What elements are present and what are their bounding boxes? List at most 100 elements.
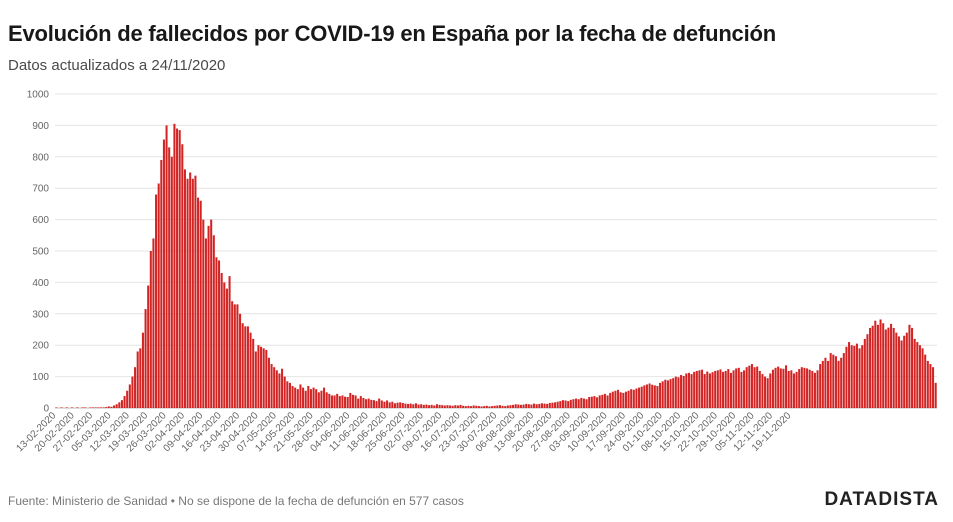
bar [569, 399, 572, 408]
bar [464, 406, 467, 408]
bar [601, 394, 604, 408]
bar [808, 369, 811, 408]
bar [632, 389, 635, 408]
bar [84, 407, 87, 408]
bar [412, 404, 415, 408]
bar [866, 334, 869, 408]
bar [194, 175, 197, 408]
bar [630, 389, 633, 408]
bar [102, 407, 105, 408]
bar [750, 364, 753, 408]
bar [338, 396, 341, 408]
bar [336, 393, 339, 408]
bar [695, 370, 698, 408]
bar [858, 348, 861, 408]
bar [110, 406, 113, 408]
bar [756, 366, 759, 408]
y-tick-label: 300 [32, 309, 49, 320]
bar [706, 371, 709, 408]
y-tick-label: 900 [32, 121, 49, 132]
bar [932, 367, 935, 408]
bar [593, 396, 596, 408]
bar [333, 395, 336, 408]
bar [845, 346, 848, 408]
bar [71, 407, 74, 408]
bar [94, 407, 97, 408]
x-axis: 13-02-202020-02-202027-02-202005-03-2020… [14, 410, 793, 454]
bar [55, 407, 58, 408]
bar [162, 139, 165, 408]
bar [918, 345, 921, 408]
bar [433, 405, 436, 408]
bar [354, 395, 357, 408]
bar [512, 404, 515, 408]
bar [666, 380, 669, 408]
bar [622, 392, 625, 408]
bar [606, 395, 609, 408]
bar [911, 327, 914, 408]
bar [254, 351, 257, 408]
bar [819, 364, 822, 408]
bar [543, 403, 546, 408]
bar [887, 327, 890, 408]
bar [582, 398, 585, 408]
bar [207, 225, 210, 408]
bar [218, 260, 221, 408]
bar [659, 382, 662, 408]
bar [262, 348, 265, 408]
bar [596, 397, 599, 408]
bar [225, 288, 228, 408]
bar [425, 404, 428, 408]
bar [141, 332, 144, 408]
bar [168, 147, 171, 408]
bar [199, 200, 202, 408]
bar [388, 402, 391, 408]
bar [149, 251, 152, 408]
bar [260, 346, 263, 408]
bar [393, 403, 396, 408]
bar [454, 405, 457, 408]
bar [288, 382, 291, 408]
bar [307, 386, 310, 408]
bar [842, 353, 845, 408]
bar [267, 357, 270, 408]
bar [677, 377, 680, 408]
bar [827, 360, 830, 408]
y-tick-label: 0 [43, 404, 49, 415]
bar [533, 403, 536, 408]
chart-title: Evolución de fallecidos por COVID-19 en … [8, 21, 776, 46]
y-tick-label: 700 [32, 184, 49, 195]
bar [519, 404, 522, 408]
bar [170, 156, 173, 408]
bar [764, 376, 767, 408]
y-tick-label: 100 [32, 372, 49, 383]
bar [449, 405, 452, 408]
bar [876, 324, 879, 408]
bar [304, 390, 307, 408]
bar [698, 370, 701, 408]
bar [212, 235, 215, 408]
bar [470, 406, 473, 408]
bar [753, 367, 756, 408]
bar [378, 398, 381, 408]
bar [391, 401, 394, 408]
chart-subtitle: Datos actualizados a 24/11/2020 [8, 57, 226, 74]
bar [81, 407, 84, 408]
bar [498, 405, 501, 408]
y-tick-label: 400 [32, 278, 49, 289]
bar [315, 389, 318, 408]
bar [551, 402, 554, 408]
bar [330, 395, 333, 408]
bar [422, 404, 425, 408]
bar [365, 399, 368, 408]
bar [674, 376, 677, 408]
bar [774, 367, 777, 408]
bar [771, 369, 774, 408]
bar [160, 159, 163, 408]
bar [538, 403, 541, 408]
bar [176, 128, 179, 408]
bar [483, 406, 486, 408]
bar [800, 367, 803, 408]
bar [645, 384, 648, 408]
bar [727, 369, 730, 408]
